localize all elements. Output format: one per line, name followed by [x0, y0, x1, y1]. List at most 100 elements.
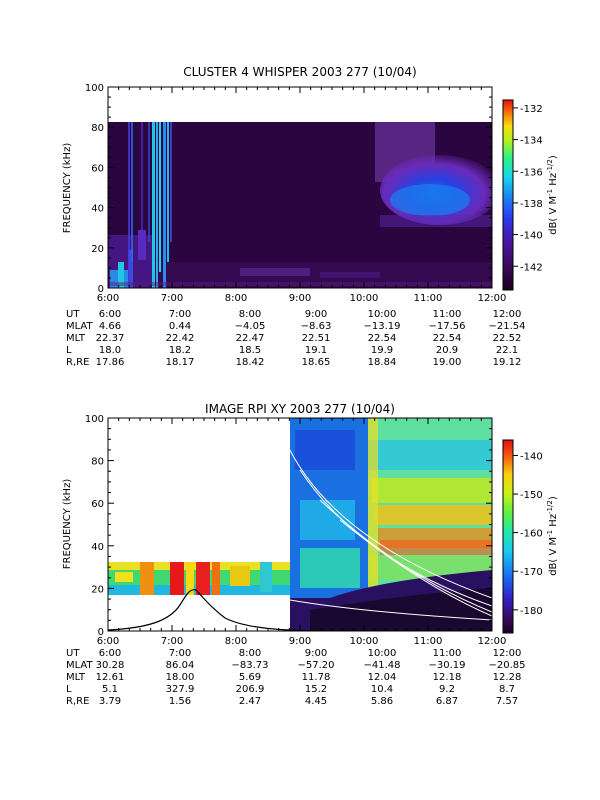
ephemeris-value: −8.63 [301, 321, 332, 332]
colorbar-tick-label: -138 [520, 199, 543, 210]
ephemeris-value: 18.5 [239, 345, 261, 356]
x-tick-label: 8:00 [225, 293, 247, 304]
panel2-title: IMAGE RPI XY 2003 277 (10/04) [205, 402, 395, 416]
ephemeris-value: 10:00 [368, 648, 397, 659]
ephemeris-value: 12.28 [493, 672, 522, 683]
ephemeris-value: −41.48 [363, 660, 400, 671]
y-tick-label: 20 [91, 584, 104, 595]
ephemeris-value: 86.04 [166, 660, 195, 671]
ephemeris-value: 22.42 [166, 333, 195, 344]
colorbar-tick-label: -170 [520, 567, 543, 578]
x-tick-label: 10:00 [350, 293, 379, 304]
ephemeris-row-label: R,RE [66, 696, 89, 707]
ephemeris-value: 15.2 [305, 684, 327, 695]
ephemeris-value: 11:00 [433, 648, 462, 659]
panel2-colorbar [502, 439, 514, 634]
ephemeris-value: −83.73 [231, 660, 268, 671]
ephemeris-value: 4.66 [99, 321, 121, 332]
x-tick-label: 8:00 [225, 636, 247, 647]
panel2-x-axis: 6:00 7:00 8:00 9:00 10:00 11:00 12:00 [97, 418, 506, 647]
ephemeris-value: 30.28 [96, 660, 125, 671]
x-tick-label: 11:00 [414, 636, 443, 647]
ephemeris-value: 19.12 [493, 357, 522, 368]
ephemeris-value: 0.44 [169, 321, 191, 332]
ephemeris-value: 19.00 [433, 357, 462, 368]
ephemeris-value: 18.0 [99, 345, 121, 356]
ephemeris-value: 9.2 [439, 684, 455, 695]
ephemeris-value: 22.37 [96, 333, 125, 344]
cluster-whisper-panel: CLUSTER 4 WHISPER 2003 277 (10/04) [62, 65, 559, 368]
ephemeris-value: 7:00 [169, 648, 191, 659]
x-tick-label: 11:00 [414, 293, 443, 304]
ephemeris-value: 6.87 [436, 696, 458, 707]
ephemeris-row-label: UT [66, 648, 80, 659]
y-tick-label: 0 [98, 627, 104, 638]
ephemeris-value: 18.2 [169, 345, 191, 356]
ephemeris-value: 5.86 [371, 696, 393, 707]
y-tick-label: 60 [91, 163, 104, 174]
ephemeris-value: 12:00 [493, 309, 522, 320]
ephemeris-value: 22.1 [496, 345, 518, 356]
ephemeris-value: −17.56 [428, 321, 465, 332]
ephemeris-value: −4.05 [235, 321, 266, 332]
ephemeris-value: 11.78 [302, 672, 331, 683]
ephemeris-value: 8:00 [239, 309, 261, 320]
ephemeris-row-label: MLAT [66, 660, 93, 671]
ephemeris-row-label: L [66, 345, 72, 356]
ephemeris-value: −30.19 [428, 660, 465, 671]
ephemeris-value: 19.1 [305, 345, 327, 356]
ephemeris-value: 6:00 [99, 648, 121, 659]
x-tick-label: 12:00 [478, 293, 507, 304]
ephemeris-value: 12.18 [433, 672, 462, 683]
ephemeris-value: −21.54 [488, 321, 525, 332]
colorbar-tick-label: -132 [520, 104, 543, 115]
colorbar-tick-label: -160 [520, 529, 543, 540]
ephemeris-value: 20.9 [436, 345, 458, 356]
y-tick-label: 80 [91, 123, 104, 134]
ephemeris-value: 22.54 [368, 333, 397, 344]
panel1-x-axis: 6:00 7:00 8:00 9:00 10:00 11:00 12:00 [97, 87, 507, 304]
ephemeris-value: 5.1 [102, 684, 118, 695]
ephemeris-value: 7.57 [496, 696, 518, 707]
colorbar-tick-label: -136 [520, 167, 543, 178]
ephemeris-value: 18.17 [166, 357, 195, 368]
panel2-spectrogram [108, 418, 492, 631]
ephemeris-value: 22.47 [236, 333, 265, 344]
ephemeris-value: 9:00 [305, 309, 327, 320]
ephemeris-value: 17.86 [96, 357, 125, 368]
x-tick-label: 10:00 [350, 636, 379, 647]
panel1-y-label: FREQUENCY (kHz) [62, 143, 73, 234]
ephemeris-value: 9:00 [305, 648, 327, 659]
colorbar-tick-label: -140 [520, 231, 543, 242]
ephemeris-row-label: R,RE [66, 357, 89, 368]
colorbar-tick-label: -140 [520, 451, 543, 462]
ephemeris-value: −13.19 [363, 321, 400, 332]
y-tick-label: 100 [85, 83, 104, 94]
x-tick-label: 7:00 [161, 636, 183, 647]
ephemeris-value: 11:00 [433, 309, 462, 320]
ephemeris-row-label: UT [66, 309, 80, 320]
ephemeris-row-label: MLAT [66, 321, 93, 332]
ephemeris-value: 19.9 [371, 345, 393, 356]
ephemeris-value: 4.45 [305, 696, 327, 707]
colorbar-tick-label: -142 [520, 262, 543, 273]
panel2-y-axis: 0 20 40 60 80 100 [85, 414, 492, 638]
ephemeris-value: 18.00 [166, 672, 195, 683]
panel2-y-label: FREQUENCY (kHz) [62, 479, 73, 570]
y-tick-label: 0 [98, 284, 104, 295]
ephemeris-value: 327.9 [166, 684, 195, 695]
x-tick-label: 6:00 [97, 293, 119, 304]
x-tick-label: 7:00 [161, 293, 183, 304]
ephemeris-value: 18.42 [236, 357, 265, 368]
ephemeris-value: 12.04 [368, 672, 397, 683]
colorbar-tick-label: -180 [520, 606, 543, 617]
panel1-colorbar-label: dB( V M-1 Hz-1/2) [546, 155, 559, 235]
ephemeris-value: 8.7 [499, 684, 515, 695]
colorbar-tick-label: -150 [520, 490, 543, 501]
ephemeris-value: −20.85 [488, 660, 525, 671]
ephemeris-value: 22.51 [302, 333, 331, 344]
ephemeris-value: 3.79 [99, 696, 121, 707]
y-tick-label: 100 [85, 414, 104, 425]
image-rpi-panel: IMAGE RPI XY 2003 277 (10/04) [62, 402, 559, 707]
ephemeris-value: 18.84 [368, 357, 397, 368]
